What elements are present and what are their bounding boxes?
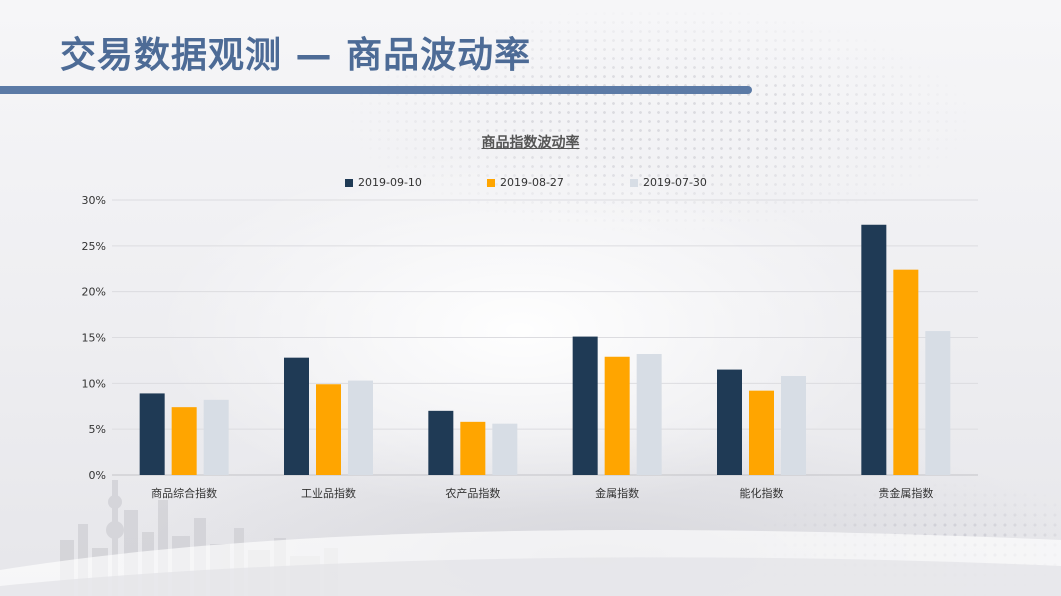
bar: [492, 423, 518, 475]
bar: [139, 393, 165, 475]
page-title: 交易数据观测 — 商品波动率: [60, 35, 532, 76]
y-tick-label: 0%: [89, 469, 106, 482]
bar: [604, 356, 630, 475]
bar: [717, 369, 742, 475]
bar: [925, 331, 951, 475]
chart-legend: 2019-09-10 2019-08-27 2019-07-30: [0, 176, 1061, 192]
legend-label-series-1: 2019-09-10: [358, 176, 422, 189]
bar: [572, 336, 598, 475]
chart-title: 商品指数波动率: [481, 135, 580, 151]
y-tick-label: 15%: [82, 332, 106, 345]
y-tick-label: 25%: [82, 240, 106, 253]
world-map-dots-decoration: [60, 0, 1060, 300]
bar: [316, 384, 341, 475]
bar: [861, 224, 887, 475]
bar: [781, 376, 806, 475]
x-category-label: 农产品指数: [445, 486, 500, 500]
legend-swatch-series-3: [630, 178, 638, 187]
bar: [636, 354, 662, 475]
header-accent-bar: [0, 86, 752, 94]
x-category-label: 商品综合指数: [151, 486, 217, 500]
x-category-label: 金属指数: [595, 486, 639, 500]
legend-item-series-1: 2019-09-10: [345, 176, 422, 189]
legend-swatch-series-1: [345, 178, 353, 187]
legend-label-series-3: 2019-07-30: [643, 176, 707, 189]
bar: [749, 390, 774, 475]
x-category-label: 能化指数: [740, 486, 784, 500]
legend-item-series-3: 2019-07-30: [630, 176, 707, 189]
y-tick-label: 10%: [82, 377, 106, 390]
bar: [284, 357, 309, 475]
bar: [893, 269, 919, 475]
bar: [203, 399, 229, 475]
bar: [428, 410, 454, 475]
y-tick-label: 30%: [82, 194, 106, 207]
legend-swatch-series-2: [487, 178, 495, 187]
bar: [348, 380, 373, 475]
x-category-label: 贵金属指数: [878, 486, 933, 500]
legend-label-series-2: 2019-08-27: [500, 176, 564, 189]
legend-item-series-2: 2019-08-27: [487, 176, 564, 189]
x-category-label: 工业品指数: [301, 486, 356, 500]
y-tick-label: 5%: [89, 423, 106, 436]
bar: [460, 421, 486, 475]
y-tick-label: 20%: [82, 286, 106, 299]
bar: [171, 407, 197, 475]
swoosh-decoration: [0, 530, 1061, 596]
